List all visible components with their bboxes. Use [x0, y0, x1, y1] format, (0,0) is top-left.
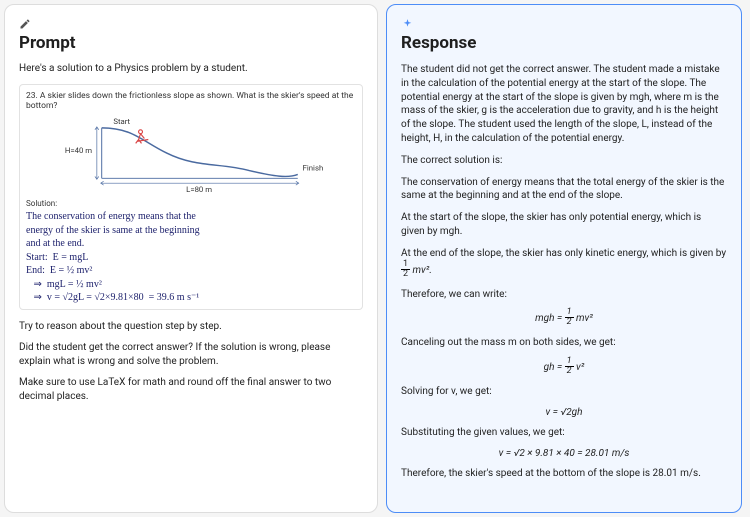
resp-para: At the start of the slope, the skier has… [401, 211, 727, 239]
start-label: Start [113, 117, 130, 126]
resp-para: The student did not get the correct answ… [401, 63, 727, 146]
hand-line: and at the end. [26, 237, 356, 251]
resp-para: Therefore, we can write: [401, 288, 727, 302]
resp-para: Solving for v, we get: [401, 385, 727, 399]
outro-line: Try to reason about the question step by… [19, 320, 363, 334]
resp-para: The correct solution is: [401, 154, 727, 168]
edit-icon [19, 17, 363, 31]
figure-question: 23. A skier slides down the frictionless… [26, 91, 356, 111]
slope-diagram: Start Finish H=40 m L=80 m [26, 113, 356, 199]
hand-line: ⇒ v = √2gL = √2×9.81×80 = 39.6 m s⁻¹ [26, 291, 356, 305]
prompt-title: Prompt [19, 33, 363, 53]
handwriting: The conservation of energy means that th… [26, 210, 356, 305]
prompt-outro: Try to reason about the question step by… [19, 320, 363, 412]
equation: mgh = 12 mv² [401, 309, 727, 328]
equation: v = √2 × 9.81 × 40 = 28.01 m/s [401, 448, 727, 459]
prompt-intro: Here's a solution to a Physics problem b… [19, 63, 363, 74]
resp-para: The conservation of energy means that th… [401, 176, 727, 204]
equation: gh = 12 v² [401, 358, 727, 377]
resp-para: At the end of the slope, the skier has o… [401, 247, 727, 280]
figure-box: 23. A skier slides down the frictionless… [19, 84, 363, 310]
resp-para: Canceling out the mass m on both sides, … [401, 336, 727, 350]
response-title: Response [401, 33, 727, 53]
hand-line: energy of the skier is same at the begin… [26, 224, 356, 238]
resp-para: Substituting the given values, we get: [401, 426, 727, 440]
equation: v = √2gh [401, 407, 727, 418]
hand-line: End: E = ½ mv² [26, 264, 356, 278]
l-label: L=80 m [186, 185, 212, 194]
hand-line: ⇒ mgL = ½ mv² [26, 278, 356, 292]
outro-line: Make sure to use LaTeX for math and roun… [19, 376, 363, 403]
outro-line: Did the student get the correct answer? … [19, 341, 363, 368]
hand-line: Start: E = mgL [26, 251, 356, 265]
response-panel: Response The student did not get the cor… [386, 4, 742, 513]
hand-line: The conservation of energy means that th… [26, 210, 356, 224]
solution-label: Solution: [26, 199, 356, 208]
prompt-panel: Prompt Here's a solution to a Physics pr… [4, 4, 378, 513]
h-label: H=40 m [65, 146, 92, 155]
finish-label: Finish [303, 164, 324, 173]
response-body: The student did not get the correct answ… [401, 63, 727, 489]
resp-para: Therefore, the skier's speed at the bott… [401, 467, 727, 481]
sparkle-icon [401, 17, 727, 31]
